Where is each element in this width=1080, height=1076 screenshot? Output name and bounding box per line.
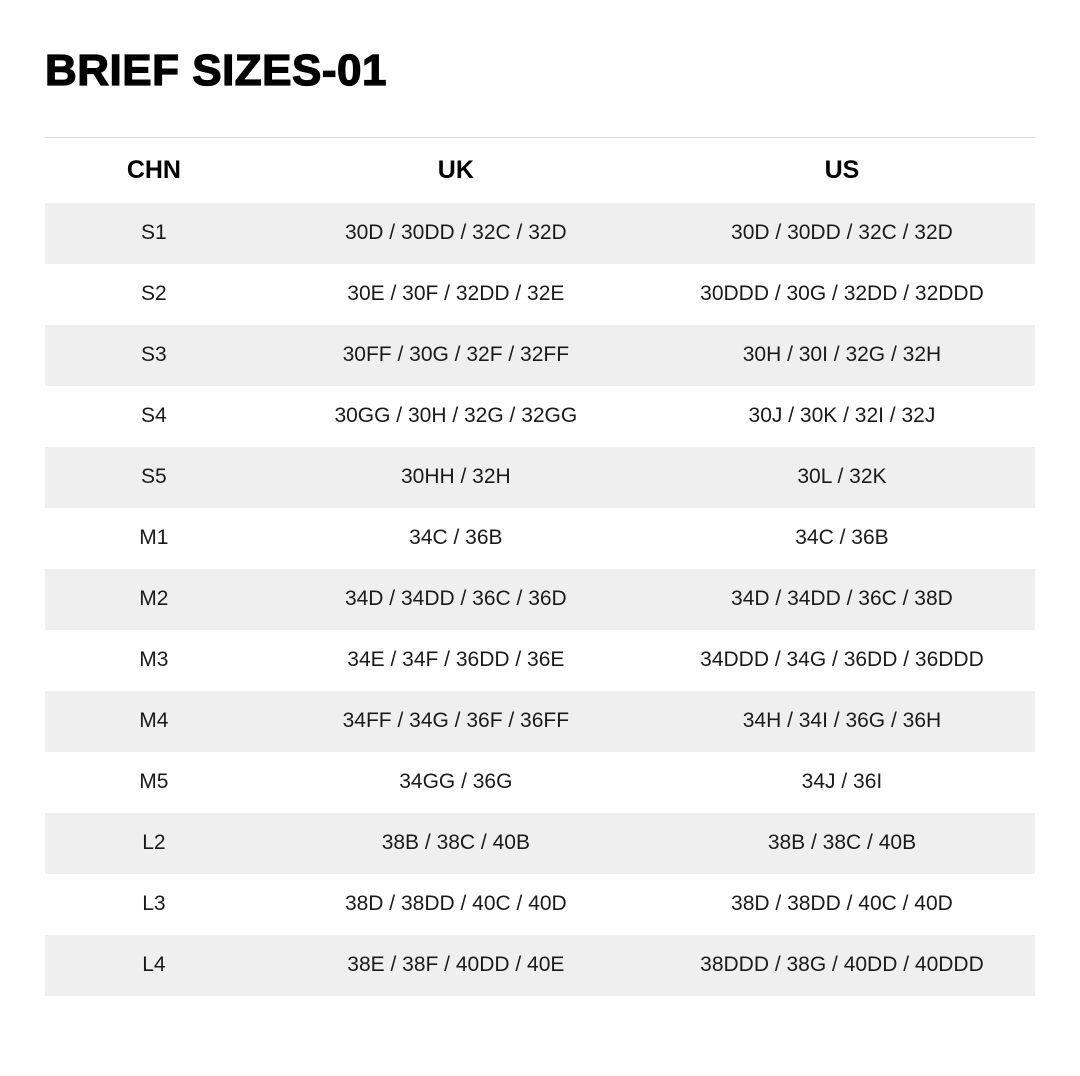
- size-code-cell: M4: [139, 709, 169, 733]
- table-row: L4 38E / 38F / 40DD / 40E 38DDD / 38G / 40…: [45, 934, 1035, 996]
- size-code-cell: S1: [141, 221, 167, 245]
- size-code-cell: S2: [141, 282, 167, 306]
- size-code-cell: M2: [139, 587, 169, 611]
- size-code-cell: M3: [139, 648, 169, 672]
- column-header-uk: UK: [437, 156, 474, 185]
- uk-sizes-cell: 30HH / 32H: [400, 465, 511, 489]
- table-row: S1 30D / 30DD / 32C / 32D 30D / 30DD / 32C…: [45, 202, 1035, 264]
- size-code-cell: M1: [139, 526, 169, 550]
- size-code-cell: L4: [142, 953, 166, 977]
- us-sizes-cell: 34J / 36I: [801, 770, 883, 794]
- uk-sizes-cell: 30E / 30F / 32DD / 32E: [347, 282, 565, 306]
- size-chart-page: BRIEF SIZES-01 CHN UK US S1 30D / 30DD / …: [44, 45, 1035, 996]
- table-row: S4 30GG / 30H / 32G / 32GG 30J / 30K / 32I…: [45, 385, 1035, 447]
- page-title: BRIEF SIZES-01: [44, 45, 387, 95]
- header-row: CHN UK US: [45, 138, 1035, 203]
- uk-sizes-cell: 34FF / 34G / 36F / 36FF: [342, 709, 570, 733]
- uk-sizes-cell: 34D / 34DD / 36C / 36D: [344, 587, 567, 611]
- size-code-cell: S3: [141, 343, 167, 367]
- us-sizes-cell: 38D / 38DD / 40C / 40D: [731, 892, 953, 916]
- uk-sizes-cell: 38B / 38C / 40B: [381, 831, 530, 855]
- uk-sizes-cell: 34C / 36B: [409, 526, 503, 550]
- us-sizes-cell: 38B / 38C / 40B: [767, 831, 917, 855]
- table-row: M1 34C / 36B 34C / 36B: [45, 507, 1035, 569]
- uk-sizes-cell: 30D / 30DD / 32C / 32D: [344, 221, 567, 245]
- table-row: M2 34D / 34DD / 36C / 36D 34D / 34DD / 36C…: [45, 568, 1035, 630]
- size-table-body: S1 30D / 30DD / 32C / 32D 30D / 30DD / 32C…: [45, 202, 1035, 996]
- uk-sizes-cell: 30FF / 30G / 32F / 32FF: [342, 343, 570, 367]
- table-row: L2 38B / 38C / 40B 38B / 38C / 40B: [45, 812, 1035, 874]
- size-code-cell: M5: [139, 770, 169, 794]
- us-sizes-cell: 34DDD / 34G / 36DD / 36DDD: [700, 648, 984, 672]
- uk-sizes-cell: 38E / 38F / 40DD / 40E: [347, 953, 565, 977]
- us-sizes-cell: 38DDD / 38G / 40DD / 40DDD: [700, 953, 984, 977]
- size-code-cell: L2: [142, 831, 166, 855]
- table-row: S5 30HH / 32H 30L / 32K: [45, 446, 1035, 508]
- size-code-cell: L3: [142, 892, 166, 916]
- table-row: S2 30E / 30F / 32DD / 32E 30DDD / 30G / 32…: [45, 263, 1035, 325]
- size-table-header: CHN UK US: [45, 138, 1035, 203]
- us-sizes-cell: 34D / 34DD / 36C / 38D: [731, 587, 953, 611]
- uk-sizes-cell: 30GG / 30H / 32G / 32GG: [334, 404, 578, 428]
- us-sizes-cell: 30DDD / 30G / 32DD / 32DDD: [700, 282, 984, 306]
- us-sizes-cell: 30J / 30K / 32I / 32J: [748, 404, 936, 428]
- us-sizes-cell: 30L / 32K: [797, 465, 887, 489]
- uk-sizes-cell: 34E / 34F / 36DD / 36E: [347, 648, 565, 672]
- column-header-us: US: [824, 156, 860, 185]
- us-sizes-cell: 34C / 36B: [795, 526, 889, 550]
- table-row: S3 30FF / 30G / 32F / 32FF 30H / 30I / 32G…: [45, 324, 1035, 386]
- column-header-chn: CHN: [126, 156, 181, 185]
- size-code-cell: S5: [141, 465, 167, 489]
- table-row: M4 34FF / 34G / 36F / 36FF 34H / 34I / 36G…: [45, 690, 1035, 752]
- uk-sizes-cell: 38D / 38DD / 40C / 40D: [344, 892, 567, 916]
- table-row: M3 34E / 34F / 36DD / 36E 34DDD / 34G / 36…: [45, 629, 1035, 691]
- size-code-cell: S4: [141, 404, 167, 428]
- us-sizes-cell: 30H / 30I / 32G / 32H: [742, 343, 942, 367]
- us-sizes-cell: 30D / 30DD / 32C / 32D: [731, 221, 953, 245]
- table-row: L3 38D / 38DD / 40C / 40D 38D / 38DD / 40C…: [45, 873, 1035, 935]
- table-row: M5 34GG / 36G 34J / 36I: [45, 751, 1035, 813]
- size-chart-table: CHN UK US S1 30D / 30DD / 32C / 32D 30D / …: [45, 137, 1035, 996]
- us-sizes-cell: 34H / 34I / 36G / 36H: [742, 709, 942, 733]
- uk-sizes-cell: 34GG / 36G: [399, 770, 513, 794]
